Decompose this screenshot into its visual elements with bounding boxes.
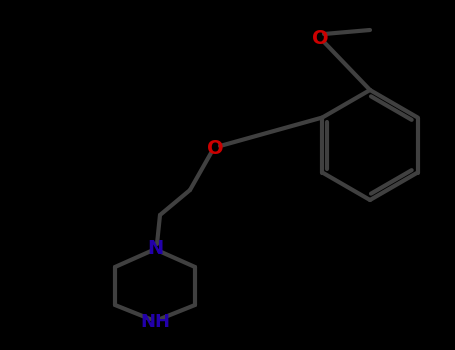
Text: NH: NH [140, 313, 170, 331]
Text: O: O [312, 28, 329, 48]
Text: N: N [147, 238, 163, 258]
Text: O: O [207, 139, 223, 158]
